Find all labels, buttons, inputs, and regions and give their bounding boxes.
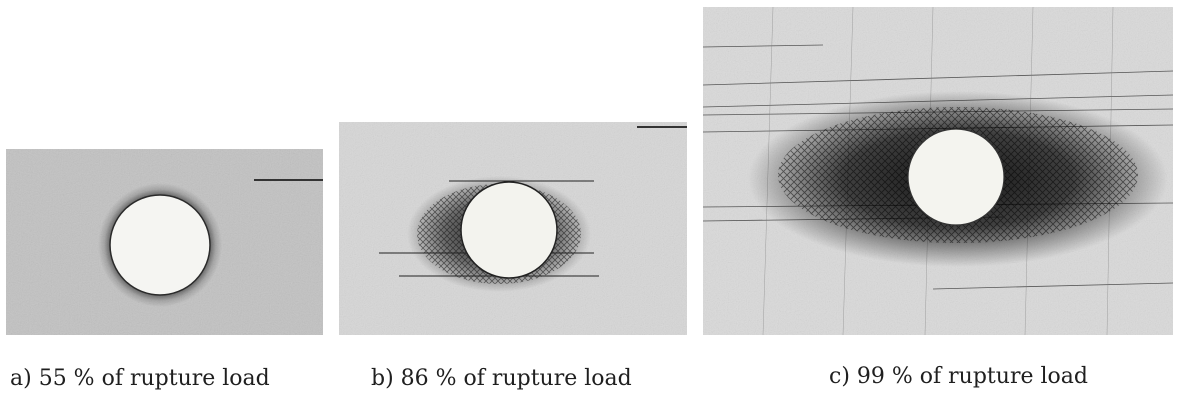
panel-c-image bbox=[703, 7, 1173, 335]
panel-a-image bbox=[6, 149, 323, 335]
panel-b-image bbox=[339, 122, 687, 335]
caption-b: b) 86 % of rupture load bbox=[371, 366, 632, 391]
panel-b-hole bbox=[460, 181, 558, 279]
caption-a: a) 55 % of rupture load bbox=[10, 366, 270, 391]
panel-c-hole bbox=[907, 128, 1005, 226]
panel-a-hole bbox=[109, 194, 211, 296]
caption-c: c) 99 % of rupture load bbox=[829, 364, 1088, 389]
